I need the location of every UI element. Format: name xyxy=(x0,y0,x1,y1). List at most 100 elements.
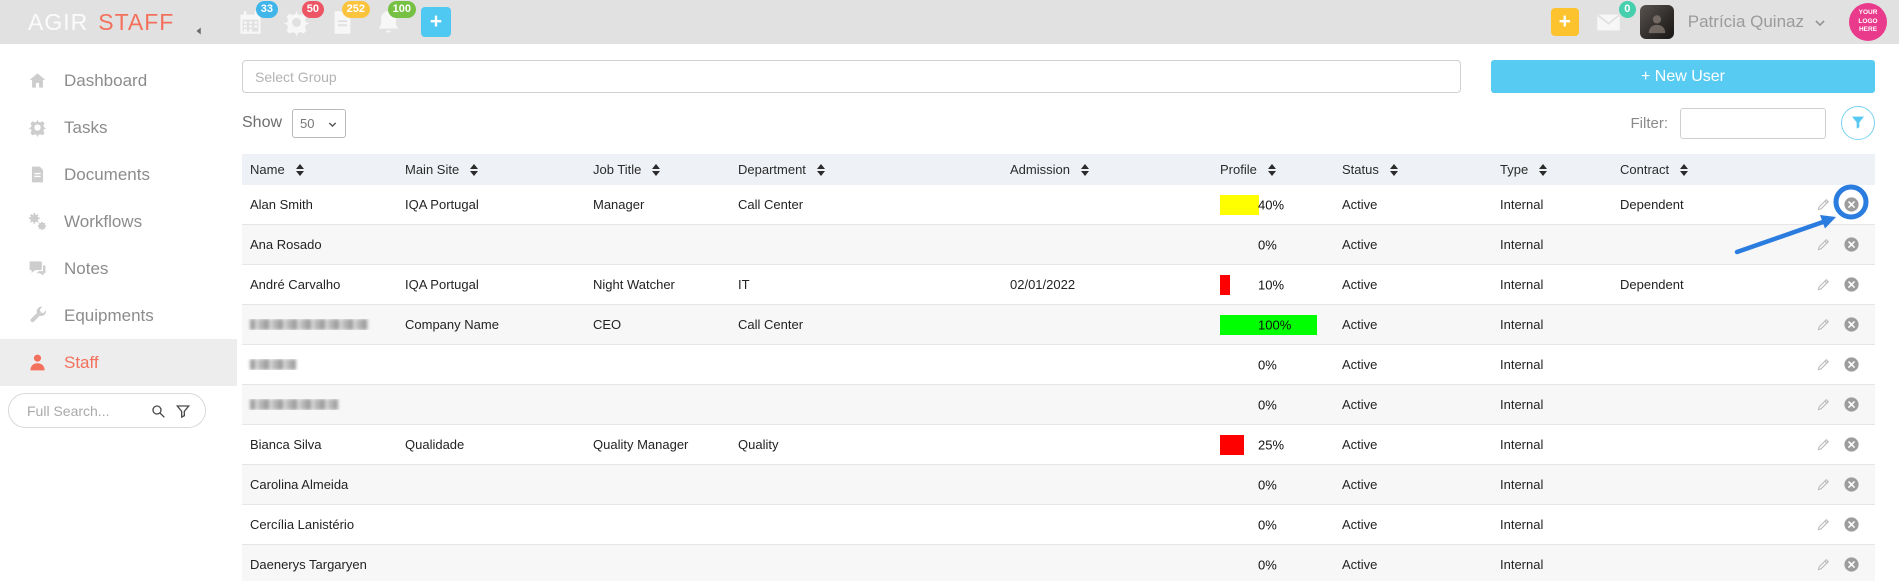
wrench-icon xyxy=(28,306,47,325)
main-content: + New User Show 50 Filter: xyxy=(237,44,1899,581)
cell-job-title: Manager xyxy=(593,197,645,212)
search-icon[interactable] xyxy=(150,403,166,419)
staff-row: Alan Smith IQA Portugal Manager Call Cen… xyxy=(242,185,1875,225)
filter-funnel-icon[interactable] xyxy=(175,403,191,419)
sort-icon xyxy=(1267,163,1276,176)
cell-type: Internal xyxy=(1500,277,1544,292)
select-group-input[interactable] xyxy=(242,60,1461,93)
staff-row: Bianca Silva Qualidade Quality Manager Q… xyxy=(242,425,1875,465)
sidebar-item-notes[interactable]: Notes xyxy=(0,245,237,292)
column-header-main-site[interactable]: Main Site xyxy=(397,162,585,177)
sort-icon xyxy=(1680,163,1689,176)
topbar-module-calendar[interactable]: 33 xyxy=(237,0,278,36)
chevron-down-icon xyxy=(1813,15,1827,29)
filter-button[interactable] xyxy=(1841,106,1875,140)
new-user-button[interactable]: + New User xyxy=(1491,60,1875,93)
delete-button[interactable] xyxy=(1843,436,1860,453)
delete-button[interactable] xyxy=(1843,516,1860,533)
column-header-profile[interactable]: Profile xyxy=(1212,162,1334,177)
cell-status: Active xyxy=(1342,357,1378,372)
edit-button[interactable] xyxy=(1816,557,1831,572)
edit-button[interactable] xyxy=(1816,317,1831,332)
cell-admission: 02/01/2022 xyxy=(1010,277,1076,292)
sort-icon xyxy=(295,163,304,176)
show-select[interactable]: 50 xyxy=(292,108,347,138)
column-header-status[interactable]: Status xyxy=(1334,162,1492,177)
cell-name: Daenerys Targaryen xyxy=(250,557,367,572)
top-bar: AGIR STAFF 33 50 252 xyxy=(0,0,1899,44)
sidebar-collapse-icon[interactable] xyxy=(193,16,205,35)
profile-percent: 0% xyxy=(1258,477,1277,492)
topbar-module-document[interactable]: 252 xyxy=(329,0,370,36)
cell-type: Internal xyxy=(1500,237,1544,252)
edit-button[interactable] xyxy=(1816,277,1831,292)
edit-button[interactable] xyxy=(1816,397,1831,412)
delete-button[interactable] xyxy=(1843,476,1860,493)
cell-profile: 10% xyxy=(1212,274,1334,295)
brand-primary: AGIR xyxy=(28,8,89,35)
cell-main-site: Company Name xyxy=(405,317,499,332)
inbox-button[interactable]: 0 xyxy=(1595,0,1636,36)
sidebar-item-tasks[interactable]: Tasks xyxy=(0,104,237,151)
full-search-input[interactable] xyxy=(27,402,141,419)
edit-button[interactable] xyxy=(1816,237,1831,252)
column-header-name[interactable]: Name xyxy=(242,162,397,177)
filter-label: Filter: xyxy=(1630,114,1669,132)
avatar[interactable] xyxy=(1639,5,1674,39)
sidebar-item-equipments[interactable]: Equipments xyxy=(0,292,237,339)
cell-department: IT xyxy=(738,277,750,292)
sidebar-item-dashboard[interactable]: Dashboard xyxy=(0,57,237,104)
module-count-badge: 33 xyxy=(255,0,278,18)
cell-name: Ana Rosado xyxy=(250,237,322,252)
edit-button[interactable] xyxy=(1816,437,1831,452)
cell-type: Internal xyxy=(1500,477,1544,492)
column-label: Admission xyxy=(1010,162,1070,177)
edit-button[interactable] xyxy=(1816,357,1831,372)
cell-name: Carolina Almeida xyxy=(250,477,349,492)
cell-type: Internal xyxy=(1500,317,1544,332)
column-header-type[interactable]: Type xyxy=(1492,162,1612,177)
edit-button[interactable] xyxy=(1816,197,1831,212)
quick-add-button[interactable]: + xyxy=(421,7,451,37)
delete-button[interactable] xyxy=(1843,276,1860,293)
cell-job-title: CEO xyxy=(593,317,622,332)
edit-button[interactable] xyxy=(1816,517,1831,532)
cell-type: Internal xyxy=(1500,437,1544,452)
cell-profile: 0% xyxy=(1212,555,1334,575)
sidebar-item-documents[interactable]: Documents xyxy=(0,151,237,198)
profile-percent: 10% xyxy=(1258,277,1285,292)
topbar-module-gear[interactable]: 50 xyxy=(283,0,324,37)
sidebar-item-staff[interactable]: Staff xyxy=(0,339,237,386)
delete-button[interactable] xyxy=(1843,356,1860,373)
table-header: Name Main Site Job Title xyxy=(242,154,1875,185)
sidebar-item-workflows[interactable]: Workflows xyxy=(0,198,237,245)
column-label: Job Title xyxy=(593,162,642,177)
delete-button[interactable] xyxy=(1843,316,1860,333)
sort-icon xyxy=(1389,163,1398,176)
cell-status: Active xyxy=(1342,437,1378,452)
cell-department: Quality xyxy=(738,437,779,452)
topbar-module-bell[interactable]: 100 xyxy=(375,0,416,36)
column-header-admission[interactable]: Admission xyxy=(1002,162,1212,177)
inbox-icon xyxy=(1595,13,1622,40)
topbar-right: + 0 Patrícia Quinaz YOUR LOGO HERE xyxy=(1550,0,1887,41)
calendar-icon xyxy=(237,10,264,40)
document-icon xyxy=(28,165,47,184)
delete-button[interactable] xyxy=(1843,196,1860,213)
cell-actions xyxy=(1810,236,1875,253)
cell-actions xyxy=(1810,316,1875,333)
edit-button[interactable] xyxy=(1816,477,1831,492)
column-header-job-title[interactable]: Job Title xyxy=(585,162,730,177)
cell-type: Internal xyxy=(1500,517,1544,532)
delete-button[interactable] xyxy=(1843,396,1860,413)
delete-button[interactable] xyxy=(1843,556,1860,573)
user-menu[interactable]: Patrícia Quinaz xyxy=(1688,12,1827,32)
column-header-contract[interactable]: Contract xyxy=(1612,162,1810,177)
cell-status: Active xyxy=(1342,237,1378,252)
filter-input[interactable] xyxy=(1680,107,1826,139)
delete-button[interactable] xyxy=(1843,236,1860,253)
cell-profile: 40% xyxy=(1212,194,1334,215)
column-header-department[interactable]: Department xyxy=(730,162,1002,177)
profile-percent: 0% xyxy=(1258,237,1277,252)
add-button-yellow[interactable]: + xyxy=(1550,8,1579,36)
